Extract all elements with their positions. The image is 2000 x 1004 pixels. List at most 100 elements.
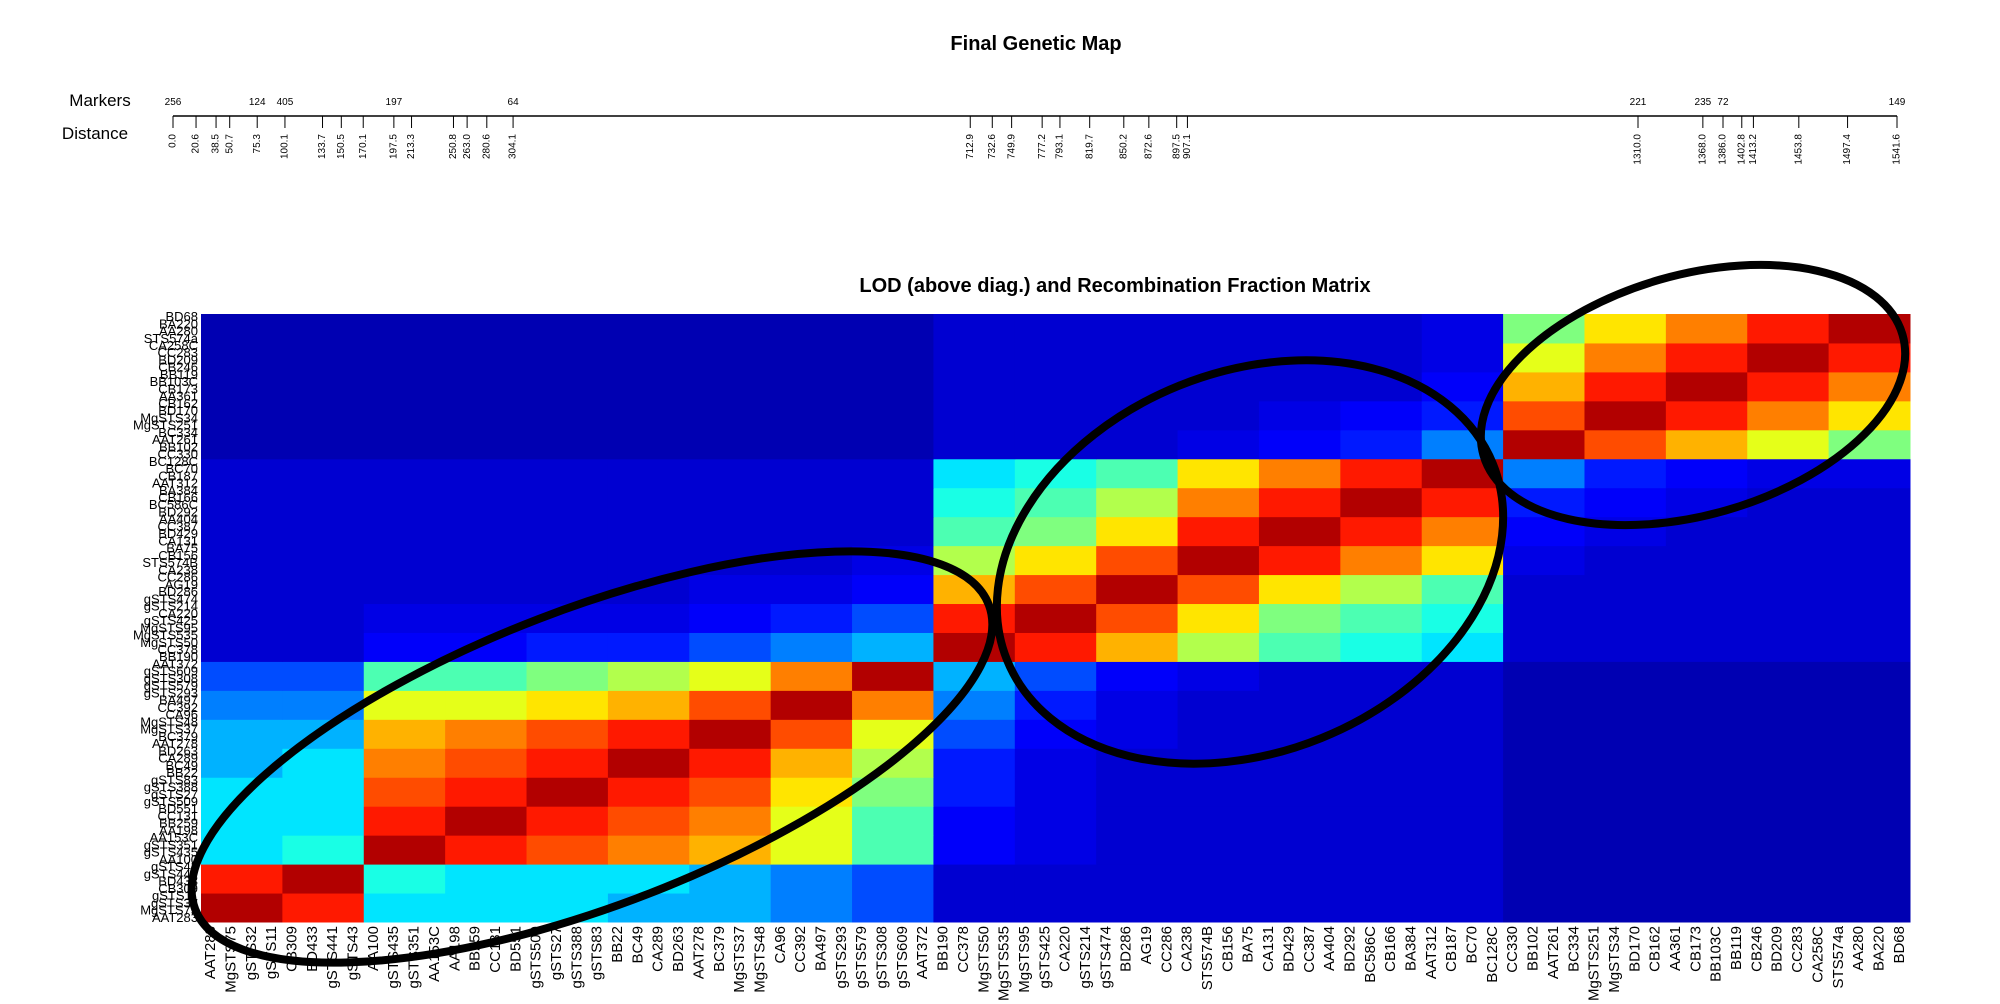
heatmap-cell	[282, 314, 365, 344]
heatmap-cell	[282, 864, 365, 894]
distance-label: 170.1	[358, 134, 369, 159]
x-tick-label: BC128C	[1484, 926, 1501, 983]
heatmap-cell	[1747, 371, 1830, 402]
x-tick-label: AA361	[1667, 926, 1684, 971]
heatmap-cell	[689, 690, 772, 720]
heatmap-labels: AAT283AAT283MgSTS75MgSTS75gSTS32gSTS32gS…	[133, 309, 1908, 1001]
heatmap-cell	[1258, 516, 1341, 547]
heatmap-cell	[1665, 632, 1748, 662]
x-tick-label: MgSTS37	[731, 926, 748, 993]
heatmap-cell	[282, 458, 365, 489]
heatmap-cell	[1096, 893, 1179, 923]
y-tick-label: MgSTS34	[140, 410, 198, 425]
heatmap-cell	[933, 458, 1016, 489]
heatmap-cell	[526, 314, 609, 344]
heatmap-cell	[1747, 632, 1830, 662]
heatmap-cell	[770, 864, 853, 894]
y-tick-label: AA153C	[150, 830, 198, 845]
heatmap-cell	[1177, 835, 1260, 865]
heatmap-cell	[607, 429, 690, 460]
heatmap-cell	[1421, 835, 1504, 865]
heatmap-cell	[282, 777, 365, 807]
heatmap-cell	[526, 719, 609, 749]
heatmap-cell	[1340, 835, 1423, 865]
heatmap-cell	[852, 314, 934, 344]
y-tick-label: BD292	[158, 504, 198, 519]
heatmap-cell	[282, 603, 365, 633]
x-tick-label: CA131	[1260, 926, 1277, 972]
heatmap-cell	[445, 574, 528, 605]
distance-label: Distance	[62, 124, 128, 143]
heatmap-cell	[933, 806, 1016, 836]
heatmap-cell	[770, 400, 853, 431]
heatmap-cell	[282, 400, 365, 431]
y-tick-label: CA96	[165, 707, 198, 722]
heatmap-cell	[445, 400, 528, 431]
heatmap-cell	[1014, 835, 1097, 865]
heatmap-cell	[1747, 400, 1830, 431]
heatmap-cell	[363, 342, 446, 373]
x-tick-label: BC49	[629, 926, 646, 964]
heatmap-cell	[445, 864, 528, 894]
heatmap-cell	[1747, 545, 1830, 576]
heatmap-cell	[1828, 806, 1911, 836]
heatmap-cell	[1747, 516, 1830, 547]
heatmap-cell	[445, 371, 528, 402]
marker-label: 64	[508, 97, 520, 108]
heatmap-cell	[689, 632, 772, 662]
x-tick-label: CC392	[792, 926, 809, 973]
heatmap-cell	[607, 719, 690, 749]
heatmap-cell	[1584, 400, 1667, 431]
heatmap-cell	[1258, 632, 1341, 662]
heatmap-cell	[933, 864, 1016, 894]
heatmap-cell	[526, 864, 609, 894]
heatmap-cell	[1258, 429, 1341, 460]
heatmap-cell	[1177, 719, 1260, 749]
x-tick-label: STS574B	[1199, 926, 1216, 990]
heatmap-cell	[607, 487, 690, 518]
heatmap-cell	[852, 893, 934, 923]
heatmap-cell	[1503, 835, 1585, 865]
heatmap-cell	[1421, 864, 1504, 894]
heatmap-cell	[852, 574, 934, 605]
y-tick-label: CA131	[158, 533, 198, 548]
y-tick-label: gSTS425	[144, 613, 198, 628]
heatmap-cell	[282, 632, 365, 662]
y-tick-label: gSTS293	[144, 685, 198, 700]
heatmap-cell	[363, 864, 446, 894]
heatmap-cell	[526, 400, 609, 431]
heatmap-cell	[1177, 777, 1260, 807]
heatmap-cell	[1258, 400, 1341, 431]
heatmap-cell	[770, 603, 853, 633]
heatmap-cell	[689, 661, 772, 691]
heatmap-cell	[526, 806, 609, 836]
heatmap-cell	[1096, 632, 1179, 662]
heatmap-cell	[770, 516, 853, 547]
heatmap-cell	[1747, 342, 1830, 373]
y-tick-label: CC286	[158, 570, 198, 585]
heatmap-cell	[689, 487, 772, 518]
heatmap-cell	[1828, 603, 1911, 633]
x-tick-label: gSTS441	[324, 926, 341, 989]
heatmap-cell	[1828, 835, 1911, 865]
heatmap-cell	[933, 487, 1016, 518]
heatmap-cell	[770, 661, 853, 691]
heatmap-cell	[1177, 806, 1260, 836]
distance-label: 213.3	[406, 134, 417, 159]
heatmap-cell	[1828, 516, 1911, 547]
heatmap-cell	[1665, 719, 1748, 749]
y-tick-label: gSTS214	[144, 599, 198, 614]
y-tick-label: BA220	[159, 316, 198, 331]
heatmap-cell	[1258, 864, 1341, 894]
distance-label: 100.1	[280, 134, 291, 159]
heatmap-cell	[1258, 661, 1341, 691]
heatmap-cell	[1747, 719, 1830, 749]
y-tick-label: CB156	[158, 548, 198, 563]
heatmap-cell	[607, 603, 690, 633]
y-tick-label: gSTS609	[144, 664, 198, 679]
distance-label: 50.7	[224, 134, 235, 154]
heatmap-cell	[526, 545, 609, 576]
x-tick-label: gSTS609	[894, 926, 911, 989]
